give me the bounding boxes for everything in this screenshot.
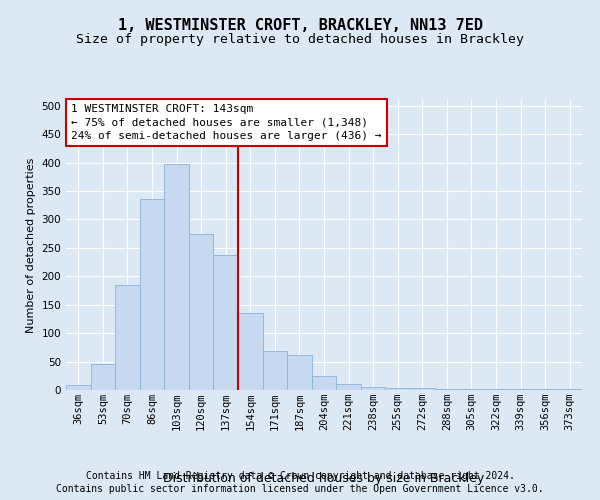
Bar	[214, 255, 238, 390]
Bar	[189, 234, 214, 390]
Bar	[115, 286, 140, 390]
Text: 1, WESTMINSTER CROFT, BRACKLEY, NN13 7ED: 1, WESTMINSTER CROFT, BRACKLEY, NN13 7ED	[118, 18, 482, 32]
Text: Size of property relative to detached houses in Brackley: Size of property relative to detached ho…	[76, 32, 524, 46]
Bar	[410, 388, 434, 390]
Bar	[336, 384, 361, 390]
Y-axis label: Number of detached properties: Number of detached properties	[26, 158, 36, 332]
Text: Contains public sector information licensed under the Open Government Licence v3: Contains public sector information licen…	[56, 484, 544, 494]
Bar	[66, 385, 91, 390]
Bar	[287, 356, 312, 390]
Bar	[164, 164, 189, 390]
Text: Contains HM Land Registry data © Crown copyright and database right 2024.: Contains HM Land Registry data © Crown c…	[86, 471, 514, 481]
X-axis label: Distribution of detached houses by size in Brackley: Distribution of detached houses by size …	[163, 472, 485, 485]
Text: 1 WESTMINSTER CROFT: 143sqm
← 75% of detached houses are smaller (1,348)
24% of : 1 WESTMINSTER CROFT: 143sqm ← 75% of det…	[71, 104, 382, 141]
Bar	[434, 389, 459, 390]
Bar	[263, 352, 287, 390]
Bar	[361, 387, 385, 390]
Bar	[385, 388, 410, 390]
Bar	[91, 364, 115, 390]
Bar	[557, 389, 582, 390]
Bar	[312, 376, 336, 390]
Bar	[140, 199, 164, 390]
Bar	[238, 313, 263, 390]
